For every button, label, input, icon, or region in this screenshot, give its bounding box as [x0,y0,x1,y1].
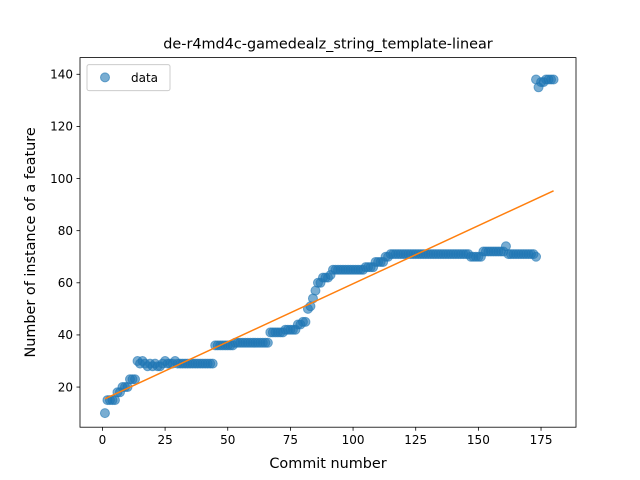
y-axis-label: Number of instance of a feature [23,127,39,357]
chart-title: de-r4md4c-gamedealz_string_template-line… [163,37,492,53]
axes-frame [79,57,577,428]
plot-area [99,74,559,419]
x-tick-label: 150 [467,433,490,447]
y-tick-label: 100 [50,172,73,186]
x-tick-label: 100 [342,433,365,447]
x-tick-label: 25 [157,433,172,447]
y-tick-label: 120 [50,120,73,134]
x-tick-label: 175 [530,433,553,447]
data-point [262,337,273,348]
y-tick-label: 140 [50,68,73,82]
x-tick-label: 0 [99,433,107,447]
data-point [548,74,559,85]
data-point [99,408,110,419]
y-tick-label: 80 [58,224,73,238]
legend-marker [100,72,110,83]
legend-label: data [131,71,158,85]
x-tick-label: 50 [220,433,235,447]
y-tick-label: 60 [58,276,73,290]
legend: data [86,64,171,92]
data-point [531,251,542,262]
axis-ticks: 0 25 50 75 100 125 150 175 20 40 60 80 100 120 140 [50,68,552,448]
y-tick-label: 40 [58,328,73,342]
y-tick-label: 20 [58,380,73,394]
data-point [207,358,218,369]
data-point [300,316,311,327]
data-point [130,374,141,385]
x-tick-label: 75 [283,433,298,447]
trend-line [104,190,554,400]
x-tick-label: 125 [404,433,427,447]
legend-box [86,64,171,92]
x-axis-label: Commit number [269,456,386,472]
